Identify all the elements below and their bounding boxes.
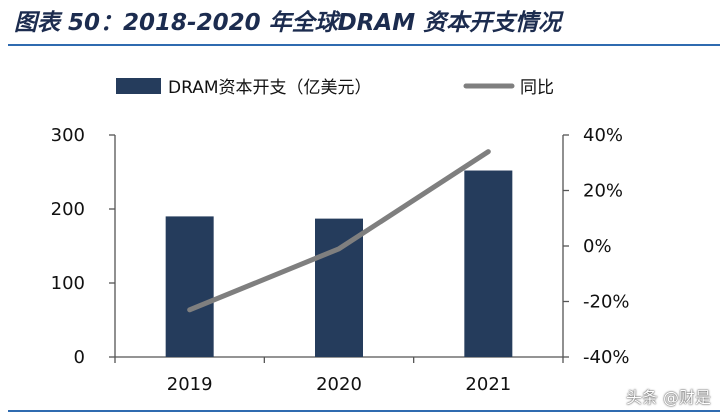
left-tick-labels: 0 100 200 300 <box>51 125 85 368</box>
top-divider <box>8 44 720 46</box>
legend-bar-swatch <box>116 78 161 94</box>
legend-bar-label: DRAM资本开支（亿美元） <box>168 78 372 98</box>
left-tick-label: 200 <box>51 199 85 220</box>
bottom-divider <box>8 410 720 412</box>
bar <box>464 170 513 357</box>
left-tick-label: 0 <box>74 347 85 368</box>
left-tick-label: 100 <box>51 273 85 294</box>
left-tick-label: 300 <box>51 125 85 146</box>
right-tick-labels: -40% -20% 0% 20% 40% <box>583 125 630 368</box>
chart-title: 图表 50：2018-2020 年全球DRAM 资本开支情况 <box>14 10 562 36</box>
right-tick-label: 40% <box>583 125 623 146</box>
x-tick-label: 2020 <box>316 374 362 395</box>
x-tick-label: 2021 <box>465 374 511 395</box>
bar <box>315 218 363 357</box>
right-tick-label: 20% <box>583 181 623 202</box>
bar <box>165 216 214 357</box>
bars <box>165 170 513 357</box>
right-tick-label: 0% <box>583 236 612 257</box>
legend-line-label: 同比 <box>520 78 554 98</box>
right-tick-label: -20% <box>583 292 630 313</box>
right-tick-label: -40% <box>583 347 630 368</box>
x-tick-label: 2019 <box>167 374 213 395</box>
watermark: 头条 @财是 <box>625 388 711 407</box>
x-tick-labels: 2019 2020 2021 <box>167 374 511 395</box>
line-layer <box>187 149 491 313</box>
legend: DRAM资本开支（亿美元） 同比 <box>116 78 554 98</box>
